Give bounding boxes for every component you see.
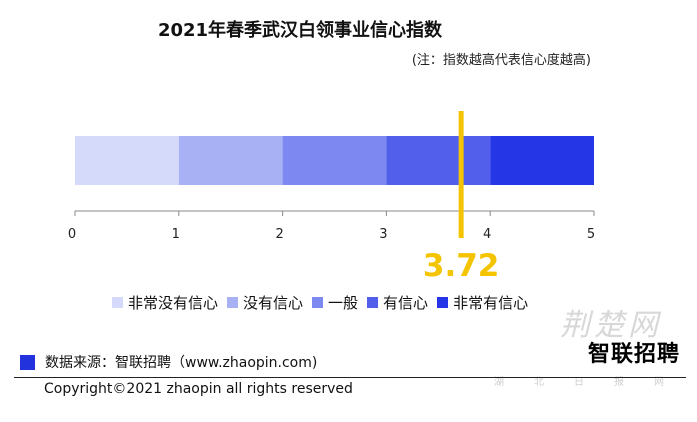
footer-divider [14,377,686,378]
x-tick-label: 3 [379,227,387,242]
legend-swatch [437,297,449,308]
legend: 非常没有信心 没有信心 一般 有信心 非常有信心 [112,292,537,313]
bar-segment-2 [282,136,387,185]
legend-item-neutral: 一般 [312,292,358,313]
chart-note: (注：指数越高代表信心度越高) [411,53,591,68]
index-chart: 0 1 2 3 4 5 3.72 [68,111,595,284]
legend-label: 一般 [328,294,359,312]
source-marker-icon [20,354,35,370]
bar-segment-4 [490,136,594,185]
watermark-subtitle: 湖北日报网 [494,377,694,388]
chart-title: 2021年春季武汉白领事业信心指数 [157,20,443,41]
x-tick-label: 2 [275,227,283,242]
bar-segment-1 [178,136,283,185]
data-source: 数据来源：智联招聘（www.zhaopin.com) [20,352,317,372]
source-text: 数据来源：智联招聘（www.zhaopin.com) [45,355,318,371]
legend-item-very-unconfident: 非常没有信心 [112,292,218,313]
legend-swatch [227,297,239,308]
legend-label: 没有信心 [243,294,304,312]
x-tick-label: 4 [483,227,491,242]
x-tick-label: 5 [587,227,595,242]
legend-swatch [112,297,123,308]
x-tick-label: 1 [172,227,180,242]
bar-segment-3 [386,136,491,185]
copyright: Copyright©2021 zhaopin all rights reserv… [44,381,353,397]
legend-label: 非常有信心 [453,294,529,312]
legend-label: 有信心 [383,294,429,312]
legend-item-unconfident: 没有信心 [227,292,303,313]
legend-label: 非常没有信心 [128,294,219,312]
legend-item-confident: 有信心 [367,292,428,313]
watermark: 荆楚网 [560,308,662,343]
x-tick-label: 0 [68,227,76,242]
legend-item-very-confident: 非常有信心 [437,292,528,313]
value-label: 3.72 [423,248,500,284]
legend-swatch [312,297,324,308]
bar-segment-0 [75,136,179,185]
zhaopin-logo: 智联招聘 [588,342,681,367]
legend-swatch [367,297,379,308]
